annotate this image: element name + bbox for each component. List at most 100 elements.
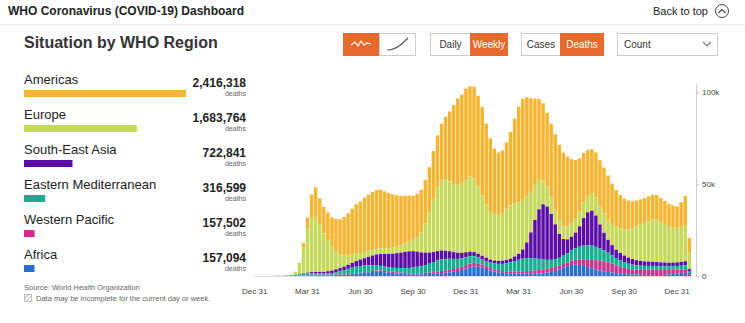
bar-segment	[326, 275, 329, 276]
bar-segment	[497, 152, 500, 214]
toggle-label[interactable]: Deaths	[566, 39, 598, 50]
bar-segment	[432, 199, 435, 252]
bar-segment	[631, 269, 634, 274]
bar-segment	[456, 98, 459, 184]
bar-segment	[342, 256, 345, 267]
dropdown-chevron[interactable]	[703, 42, 711, 46]
bar-segment	[590, 149, 593, 193]
bar-segment	[436, 187, 439, 251]
cumulative-button[interactable]	[380, 34, 416, 56]
toggle-button[interactable]	[522, 34, 561, 56]
bar-segment	[281, 275, 284, 276]
bar-segment	[444, 117, 447, 179]
linear-button[interactable]	[344, 34, 380, 56]
bar-segment	[574, 160, 577, 219]
bar-segment	[639, 270, 642, 275]
bar-segment	[395, 247, 398, 254]
bar-segment	[460, 95, 463, 183]
toggle-label[interactable]: Cases	[527, 39, 555, 50]
bar-segment	[440, 259, 443, 271]
bar-segment	[371, 271, 374, 272]
bar-segment	[257, 276, 260, 277]
bar-segment	[675, 270, 678, 274]
bar-segment	[497, 272, 500, 276]
bar-segment	[480, 268, 483, 276]
bar-segment	[318, 274, 321, 276]
bar-segment	[334, 269, 337, 272]
bar-segment	[566, 266, 569, 276]
bar-segment	[489, 138, 492, 212]
bar-segment	[582, 202, 585, 218]
bar-segment	[493, 264, 496, 270]
bar-segment	[480, 195, 483, 256]
bar-segment	[387, 254, 390, 267]
y-tick: 0	[696, 272, 707, 281]
bar-segment	[350, 268, 353, 274]
icon-circle[interactable]	[716, 5, 729, 18]
bar-segment	[554, 259, 557, 267]
bar-segment	[647, 266, 650, 270]
bar-segment	[460, 183, 463, 253]
bar-segment	[285, 276, 288, 277]
bar-segment	[395, 195, 398, 246]
bar-segment	[651, 275, 654, 276]
linear-icon[interactable]	[351, 41, 371, 46]
bar-segment	[651, 220, 654, 262]
bar-segment	[497, 264, 500, 270]
header-title: WHO Coronavirus (COVID-19) Dashboard	[8, 4, 244, 18]
back-to-top[interactable]: Back to top	[653, 5, 708, 17]
icon-arrow[interactable]	[719, 10, 726, 14]
bar-segment	[456, 185, 459, 253]
bar-segment	[399, 253, 402, 268]
bar-segment	[545, 113, 548, 187]
bar-segment	[505, 271, 508, 273]
bar-segment	[509, 273, 512, 276]
x-tick-label: Mar 31	[506, 287, 531, 296]
toggle-label[interactable]: Daily	[439, 39, 461, 50]
bar-segment	[558, 269, 561, 276]
cumulative-icon[interactable]	[387, 38, 408, 50]
bar-segment	[269, 276, 272, 277]
bar-segment	[521, 200, 524, 250]
bar-segment	[371, 272, 374, 276]
bar-segment	[330, 247, 333, 271]
bar-segment	[444, 259, 447, 271]
bar-segment	[403, 268, 406, 273]
toggle-button[interactable]	[431, 34, 471, 56]
bar-segment	[472, 87, 475, 179]
bar-segment	[545, 269, 548, 273]
bar-segment	[489, 212, 492, 260]
back-to-top-icon[interactable]	[716, 5, 729, 18]
bar-segment	[586, 212, 589, 245]
bar-segment	[367, 265, 370, 271]
legend-row: Eastern Mediterranean316,599deaths	[24, 177, 246, 202]
toggle-button[interactable]	[471, 34, 508, 56]
bar-segment	[403, 243, 406, 251]
bar-segment	[411, 196, 414, 240]
toggle-button[interactable]	[561, 34, 604, 56]
bar-segment	[411, 240, 414, 251]
bar-segment	[639, 266, 642, 270]
dropdown-label[interactable]: Count	[624, 39, 651, 50]
bar-segment	[403, 252, 406, 268]
bar-segment	[277, 275, 280, 276]
bar-segment	[484, 124, 487, 205]
bar-segment	[578, 226, 581, 246]
bar-segment	[424, 253, 427, 265]
bar-segment	[533, 259, 536, 271]
bar-segment	[468, 267, 471, 276]
toggle-label[interactable]: Weekly	[473, 39, 506, 50]
legend-name: Eastern Mediterranean	[24, 177, 156, 192]
bar-segment	[391, 268, 394, 272]
bar-segment	[330, 273, 333, 275]
bar-segment	[452, 105, 455, 184]
bar-segment	[635, 275, 638, 276]
bar-segment	[525, 97, 528, 196]
bar-segment	[334, 274, 337, 275]
bar-segment	[428, 253, 431, 264]
dropdown[interactable]	[618, 34, 718, 56]
bar-segment	[448, 270, 451, 273]
bar-segment	[302, 275, 305, 276]
bar-segment	[460, 258, 463, 266]
bar-segment	[456, 268, 459, 271]
